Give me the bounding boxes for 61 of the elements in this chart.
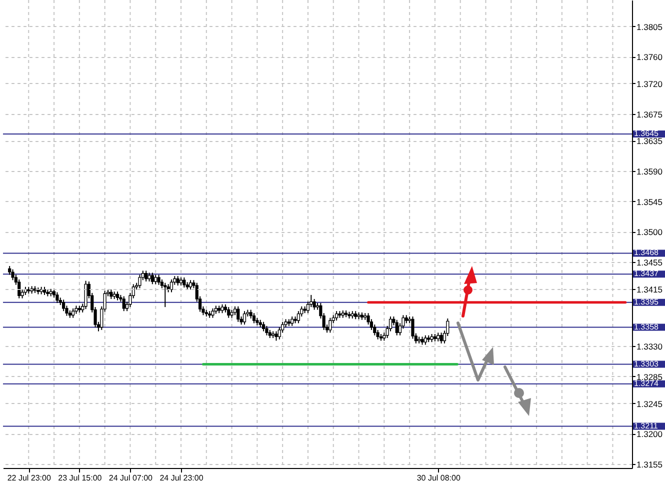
candlestick — [164, 282, 167, 308]
candlestick — [62, 299, 66, 312]
ref-line-label: 1.3395 — [634, 297, 660, 306]
candlestick — [157, 274, 160, 286]
candlestick — [188, 280, 192, 290]
candlestick — [154, 274, 158, 285]
y-tick-label: 1.3455 — [636, 257, 663, 268]
y-tick-label: 1.3590 — [636, 166, 663, 177]
candlestick — [211, 308, 214, 318]
candlestick — [312, 298, 316, 310]
x-tick-label: 24 Jul 07:00 — [108, 474, 154, 482]
candlestick — [328, 317, 332, 334]
y-tick-label: 1.3245 — [636, 398, 663, 409]
candlestick — [242, 310, 246, 326]
candlestick — [274, 330, 278, 342]
candlestick — [252, 312, 256, 324]
candlestick — [227, 306, 230, 318]
candlestick — [170, 278, 174, 293]
candlestick — [84, 280, 88, 310]
x-tick-label: 30 Jul 08:00 — [416, 474, 461, 482]
candlestick — [236, 306, 240, 322]
candlestick — [144, 270, 148, 282]
ref-line-label: 1.3468 — [634, 248, 660, 258]
y-tick-label: 1.3720 — [636, 79, 663, 89]
y-tick-label: 1.3415 — [636, 284, 663, 294]
candlestick — [11, 268, 14, 281]
y-tick-label: 1.3805 — [636, 22, 663, 32]
candlestick — [110, 289, 113, 300]
x-tick-label: 24 Jul 23:00 — [160, 474, 204, 482]
y-tick-label: 1.3545 — [636, 196, 663, 207]
ref-line-label: 1.3437 — [634, 269, 660, 278]
y-tick-label: 1.3635 — [636, 136, 663, 146]
x-tick-label: 22 Jul 23:00 — [7, 474, 52, 482]
candlestick — [290, 316, 294, 326]
candlestick — [72, 308, 75, 318]
candlestick — [440, 332, 443, 344]
y-tick-label: 1.3155 — [636, 459, 663, 470]
candlestick — [262, 321, 266, 332]
candlestick — [176, 276, 180, 286]
candlestick — [334, 310, 338, 322]
candlestick — [265, 325, 268, 336]
candlestick — [411, 316, 414, 340]
ref-line-label: 1.3645 — [634, 129, 660, 138]
candlestick — [138, 274, 142, 289]
x-tick-label: 23 Jul 15:00 — [58, 474, 102, 482]
candlestick — [56, 292, 59, 304]
candlestick — [122, 296, 126, 312]
y-tick-label: 1.3675 — [636, 109, 663, 120]
candlestick — [18, 278, 21, 299]
y-tick-label: 1.3330 — [636, 342, 663, 352]
y-tick-label: 1.3500 — [636, 227, 663, 238]
y-tick-label: 1.3200 — [636, 429, 663, 440]
ref-line-label: 1.3211 — [634, 421, 658, 430]
candlestick — [395, 319, 398, 336]
candlestick — [150, 272, 154, 285]
y-tick-label: 1.3760 — [636, 52, 663, 62]
candlestick — [182, 276, 186, 288]
candlestick — [296, 310, 300, 324]
ref-line-label: 1.3358 — [634, 322, 660, 332]
ref-line-label: 1.3303 — [634, 359, 660, 368]
candlestick — [424, 334, 427, 346]
